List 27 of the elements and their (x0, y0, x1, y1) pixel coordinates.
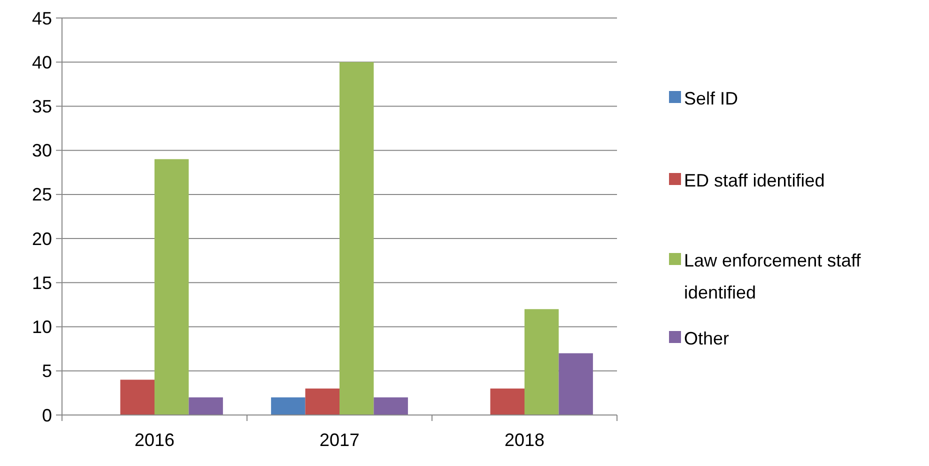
bar (558, 353, 593, 415)
y-tick-label: 20 (32, 228, 52, 249)
bar (340, 62, 374, 415)
y-tick-label: 0 (42, 405, 52, 426)
y-tick-label: 40 (32, 52, 52, 72)
bar (271, 397, 306, 415)
bar (154, 159, 189, 415)
bar (120, 380, 154, 415)
bar (374, 397, 408, 415)
bar (524, 309, 559, 415)
legend-label: Law enforcement staff identified (684, 250, 862, 302)
x-tick-label: 2016 (134, 430, 175, 450)
legend-label: Other (684, 328, 730, 348)
y-tick-label: 30 (32, 140, 52, 161)
y-tick-label: 15 (32, 272, 52, 293)
y-tick-label: 35 (32, 96, 52, 117)
bar (188, 397, 223, 415)
bar (490, 388, 524, 415)
x-tick-label: 2018 (504, 430, 545, 450)
legend-label: ED staff identified (684, 170, 825, 190)
y-tick-label: 25 (32, 184, 52, 205)
y-tick-label: 5 (42, 361, 52, 382)
bar (305, 388, 340, 415)
x-tick-label: 2017 (319, 430, 360, 450)
legend-label: Self ID (684, 88, 738, 108)
y-tick-label: 45 (32, 8, 52, 28)
y-tick-label: 10 (32, 317, 52, 338)
